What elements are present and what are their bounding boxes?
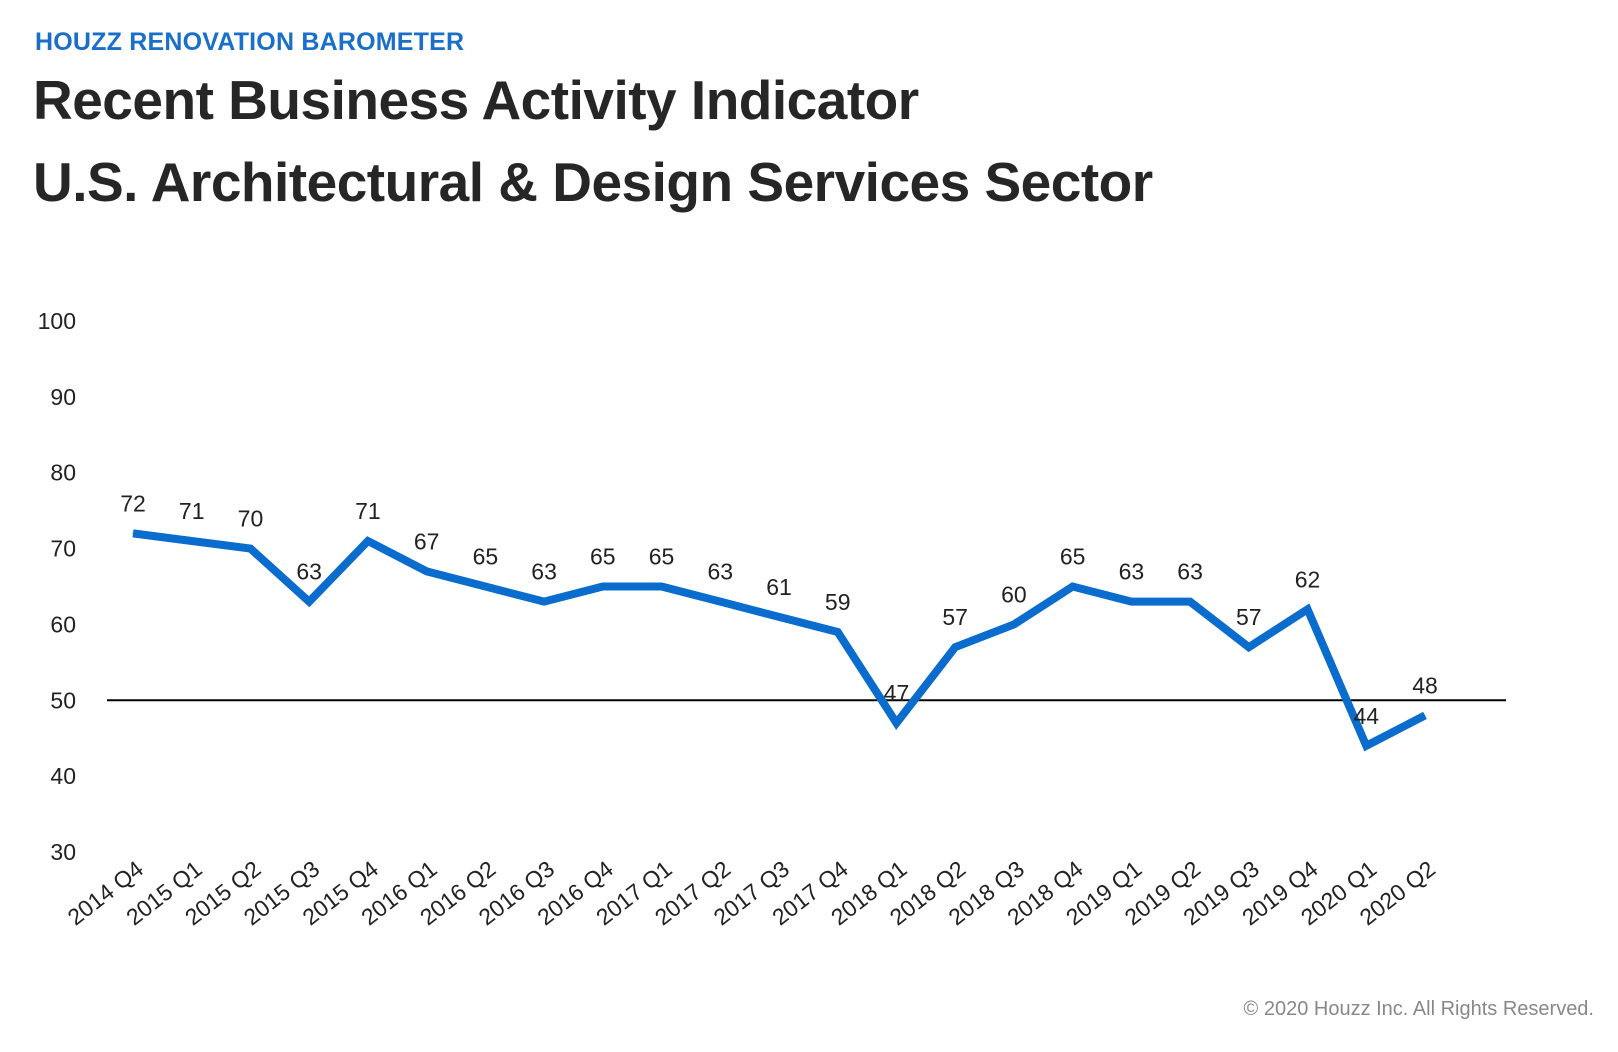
copyright: © 2020 Houzz Inc. All Rights Reserved. [1243, 998, 1594, 1020]
data-label: 70 [238, 506, 264, 532]
data-point [778, 616, 780, 618]
data-point [1424, 714, 1426, 716]
data-label: 60 [1001, 581, 1027, 607]
data-point [1189, 601, 1191, 603]
data-point [954, 646, 956, 648]
data-point [661, 586, 663, 587]
data-point [308, 601, 310, 603]
data-point [426, 570, 428, 572]
data-point [249, 548, 251, 550]
data-point [543, 601, 545, 603]
data-label: 67 [414, 528, 440, 554]
chart-title-line2: U.S. Architectural & Design Services Sec… [33, 151, 1153, 213]
data-label: 63 [531, 559, 557, 585]
data-label: 59 [825, 589, 851, 615]
y-tick-label: 40 [50, 763, 76, 789]
data-label: 63 [1119, 559, 1145, 585]
y-tick-label: 50 [50, 687, 76, 713]
y-tick-label: 90 [50, 384, 76, 410]
y-tick-label: 80 [50, 460, 76, 486]
data-point [719, 601, 721, 603]
y-tick-label: 70 [50, 536, 76, 562]
data-label: 71 [355, 498, 381, 524]
data-label: 57 [1236, 604, 1262, 630]
data-label: 63 [707, 559, 733, 585]
data-point [191, 540, 193, 542]
data-label: 63 [1177, 559, 1203, 585]
chart-title-line1: Recent Business Activity Indicator [33, 69, 919, 131]
data-point [837, 631, 839, 633]
data-label: 65 [590, 544, 616, 570]
data-label: 63 [296, 559, 322, 585]
data-point [1013, 623, 1015, 625]
data-label: 47 [884, 680, 910, 706]
data-label: 71 [179, 498, 205, 524]
data-point [367, 540, 369, 542]
data-label: 62 [1295, 566, 1321, 592]
data-point [1072, 586, 1074, 587]
data-point [132, 532, 134, 534]
data-point [895, 722, 897, 724]
data-label: 72 [120, 490, 146, 516]
y-tick-label: 60 [50, 611, 76, 637]
data-label: 57 [942, 604, 968, 630]
data-label: 61 [766, 574, 792, 600]
data-label: 65 [1060, 544, 1086, 570]
data-label: 65 [649, 544, 675, 570]
y-tick-label: 30 [50, 839, 76, 865]
data-point [1130, 601, 1132, 603]
data-point [602, 586, 604, 587]
data-label: 65 [473, 544, 499, 570]
data-point [1307, 608, 1309, 610]
data-point [1365, 745, 1367, 747]
data-point [484, 586, 486, 587]
data-label: 44 [1353, 703, 1379, 729]
series-line [132, 529, 1427, 752]
data-label: 48 [1412, 672, 1438, 698]
chart-kicker: HOUZZ RENOVATION BAROMETER [35, 28, 465, 56]
y-tick-label: 100 [38, 308, 76, 334]
data-point [1248, 646, 1250, 648]
